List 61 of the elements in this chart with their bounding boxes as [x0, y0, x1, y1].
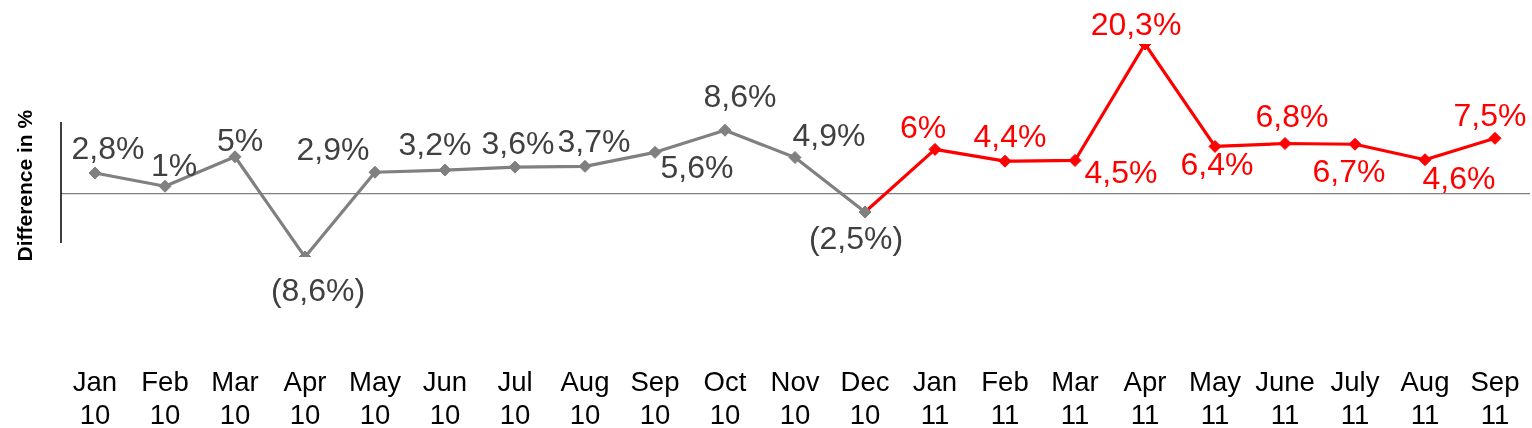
x-tick-label: May 10 — [349, 366, 402, 428]
data-label: 20,3% — [1090, 6, 1182, 42]
point — [1278, 137, 1292, 150]
x-tick-label: Oct 10 — [703, 366, 747, 428]
point — [1208, 139, 1222, 153]
x-tick-label: Jul 10 — [497, 366, 533, 428]
point — [928, 142, 942, 156]
x-tick-label: Jan 11 — [912, 366, 958, 428]
x-tick-label: Nov 10 — [770, 366, 820, 428]
data-label: 4,9% — [792, 116, 866, 153]
x-tick-label: Feb 10 — [141, 366, 189, 428]
point — [88, 166, 102, 180]
point — [508, 160, 522, 174]
point — [438, 163, 452, 177]
x-tick-label: Jun 10 — [422, 366, 468, 428]
data-label: 8,6% — [703, 78, 777, 115]
x-tick-label: Dec 10 — [840, 366, 890, 428]
data-label: 6,8% — [1255, 98, 1329, 135]
data-label: 4,6% — [1422, 159, 1496, 196]
x-tick-label: June 11 — [1255, 366, 1315, 428]
x-tick-label: May 11 — [1189, 366, 1242, 428]
x-tick-label: Apr 10 — [283, 366, 327, 428]
point — [578, 159, 592, 173]
x-tick-label: Aug 10 — [560, 366, 610, 428]
data-label: 4,4% — [973, 118, 1047, 155]
point — [1068, 153, 1082, 167]
data-label: 2,9% — [296, 131, 370, 168]
point — [158, 179, 172, 193]
x-tick-label: July 11 — [1330, 366, 1380, 428]
point — [228, 150, 242, 164]
x-tick-label: Apr 11 — [1123, 366, 1167, 428]
x-tick-label: Mar 11 — [1051, 366, 1099, 428]
data-label: 3,7% — [557, 123, 631, 160]
data-label: 6,7% — [1312, 153, 1386, 190]
point — [998, 154, 1012, 168]
data-label: 7,5% — [1453, 97, 1527, 134]
data-label: (2,5%) — [808, 220, 904, 257]
point — [368, 165, 382, 179]
y-axis-title: Difference in % — [13, 109, 37, 262]
data-label: 1% — [150, 147, 198, 184]
data-label: 3,2% — [398, 126, 472, 163]
data-label: 6% — [899, 109, 947, 146]
x-tick-label: Mar 10 — [211, 366, 259, 428]
data-label: 4,5% — [1084, 154, 1158, 191]
point — [788, 151, 802, 164]
x-tick-label: Sep 11 — [1470, 366, 1520, 428]
x-tick-label: Sep 10 — [630, 366, 680, 428]
x-tick-label: Jan 10 — [72, 366, 118, 428]
x-tick-label: Aug 11 — [1400, 366, 1450, 428]
point — [718, 123, 732, 137]
data-label: (8,6%) — [270, 272, 366, 308]
data-label: 6,4% — [1180, 146, 1254, 183]
data-label: 2,8% — [71, 129, 145, 166]
point — [1418, 153, 1432, 167]
data-label: 3,6% — [481, 125, 555, 162]
data-label: 5% — [216, 121, 264, 158]
x-tick-label: Feb 11 — [981, 366, 1029, 428]
point — [1348, 137, 1362, 151]
data-label: 5,6% — [660, 149, 734, 186]
point — [648, 145, 662, 159]
point — [1488, 131, 1502, 145]
